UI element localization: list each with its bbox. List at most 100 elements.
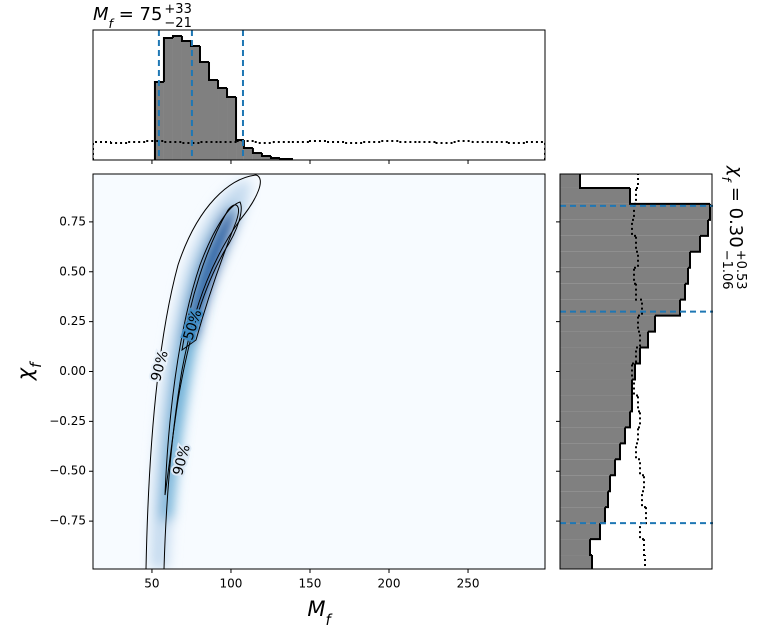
step-edge [632,203,635,221]
bar [172,36,182,160]
x-tick-label: 100 [220,577,243,591]
title-upper: +33 [164,2,191,17]
step-edge [635,347,641,365]
step-edge [690,235,701,253]
step-edge [631,219,636,237]
step-edge [589,539,592,557]
step-edge [153,81,164,160]
step-edge [631,363,634,381]
step-edge [110,142,130,144]
step-edge [615,443,621,461]
x-tick-label: 150 [299,577,322,591]
bar [236,140,244,160]
histogram [560,174,711,569]
y-tick-label: 0.00 [59,364,86,378]
y-tick-label: −0.75 [49,514,86,528]
step-edge [637,395,640,413]
step-edge [640,331,649,349]
step-edge [226,88,237,98]
step-edge [633,267,636,285]
step-edge [655,299,681,317]
subscript: f [720,177,735,184]
bar [560,251,690,268]
bar [560,379,632,396]
bar [227,97,237,160]
step-edge [525,141,545,160]
step-edge [636,331,641,349]
step-edge [236,140,256,142]
step-edge [635,443,640,461]
y-tick-label: −0.25 [49,414,86,428]
bar [560,203,710,220]
step-edge [327,141,347,143]
bar [199,62,210,160]
step-edge [708,203,711,221]
title: χf = 0.30 +0.53−1.06 [719,165,748,290]
bar [560,299,680,316]
step-edge [260,153,271,157]
step-edge [146,140,166,142]
bar [252,153,262,160]
bar [560,491,608,508]
bar [261,156,271,160]
step-edge [643,539,645,557]
step-edge [345,142,365,144]
step-edge [381,140,401,142]
step-edge [180,36,191,42]
step-edge [162,37,173,82]
step-edge [93,141,112,160]
step-edge [269,156,280,159]
bar [560,219,708,236]
subscript: f [28,360,45,368]
step-edge [507,142,527,144]
bar [560,347,640,364]
label: χf = 0.30 [720,165,747,248]
step-edge [632,347,637,365]
step-edge [642,475,645,493]
bar [560,363,635,380]
step-edge [638,299,643,317]
step-edge [235,97,244,141]
step-edge [680,283,686,301]
bar [560,315,655,332]
step-edge [217,80,228,89]
step-edge [639,459,644,477]
step-edge [399,141,419,143]
label: Mf [307,597,333,629]
title-value: = 0.30 [725,181,746,248]
step-edge [579,174,630,189]
x-tick-label: 50 [144,577,159,591]
bar [560,187,630,204]
bar [181,41,191,160]
bar [243,148,253,160]
step-edge [605,491,609,509]
bar [560,443,620,460]
bar [218,88,228,160]
step-edge [625,411,631,429]
step-edge [635,283,642,301]
density-field [145,174,261,569]
bar [560,411,630,428]
title-value: = 75 [113,4,162,25]
step-edge [688,251,691,269]
bar [560,507,605,524]
step-edge [363,141,383,143]
histogram [93,35,545,160]
bar [560,523,600,540]
step-edge [254,141,274,144]
step-edge [635,235,638,253]
bar [560,427,625,444]
step-edge [128,141,148,143]
bar [560,459,615,476]
x-tick-label: 200 [378,577,401,591]
y-tick-label: −0.50 [49,464,86,478]
bar [560,283,685,300]
symbol: M [93,4,109,25]
bar [560,331,648,348]
step-edge [272,141,292,143]
symbol: χ [725,165,746,178]
step-edge [471,141,491,143]
step-edge [620,427,626,445]
step-edge [636,174,639,189]
step-edge [644,555,646,569]
